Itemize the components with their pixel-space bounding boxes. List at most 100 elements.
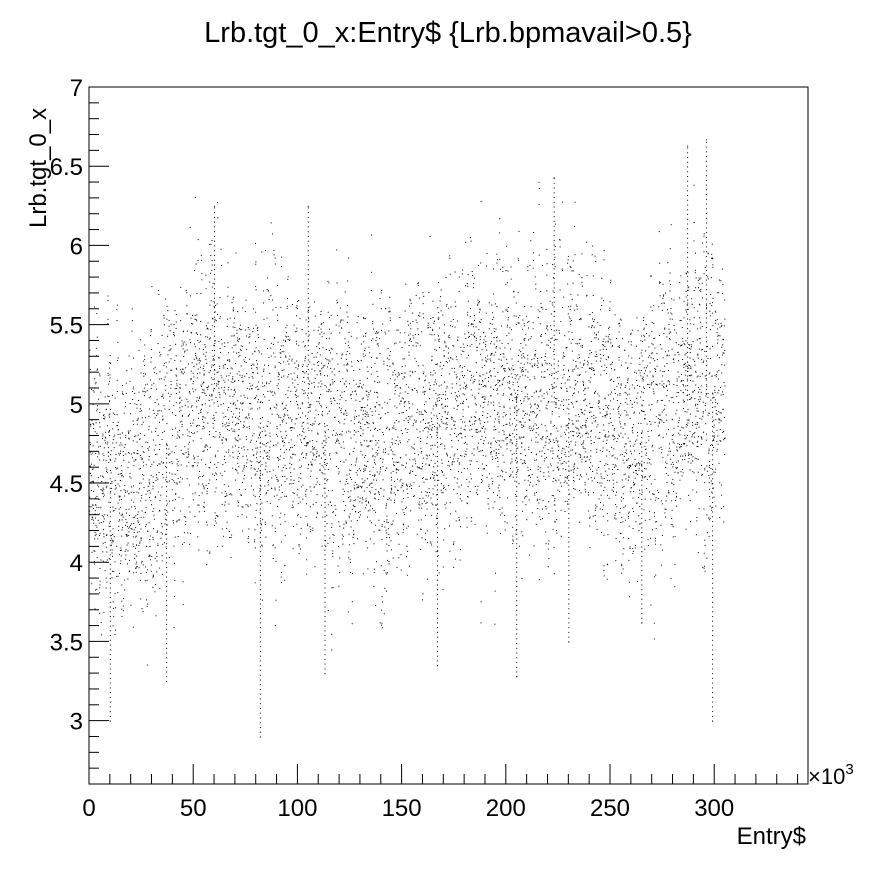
data-point: [161, 439, 163, 440]
data-point: [547, 344, 549, 346]
data-point: [167, 481, 169, 483]
data-point: [106, 469, 108, 471]
data-point: [188, 454, 190, 456]
data-point: [509, 435, 511, 437]
data-point: [509, 418, 511, 420]
data-point: [198, 413, 200, 414]
data-point: [187, 451, 189, 453]
data-point: [530, 411, 532, 413]
data-point: [413, 337, 415, 339]
data-point: [557, 466, 559, 468]
data-point: [525, 315, 527, 317]
data-point: [176, 437, 178, 439]
data-point: [203, 389, 205, 391]
data-point: [426, 578, 428, 580]
data-point: [439, 365, 441, 367]
data-point: [276, 427, 278, 429]
data-point: [467, 486, 469, 488]
data-point: [110, 454, 112, 456]
data-point: [304, 345, 306, 347]
data-point: [298, 345, 300, 347]
data-point: [92, 480, 94, 482]
data-point: [242, 455, 244, 457]
data-point: [259, 512, 261, 514]
data-point: [185, 452, 187, 454]
data-point: [133, 501, 135, 503]
data-point: [255, 509, 257, 511]
data-point: [140, 516, 142, 518]
data-point: [563, 409, 564, 410]
data-point: [350, 469, 352, 471]
data-point: [413, 419, 415, 421]
data-point: [348, 557, 350, 559]
data-point: [556, 467, 558, 469]
data-point: [122, 514, 124, 516]
data-point: [157, 343, 159, 344]
data-point: [384, 401, 386, 403]
data-point: [285, 355, 287, 357]
data-point: [440, 310, 442, 312]
data-point: [275, 407, 277, 409]
data-point: [120, 442, 122, 444]
data-point: [103, 518, 105, 520]
data-point: [152, 576, 154, 578]
data-point: [440, 444, 442, 446]
data-point: [371, 440, 373, 442]
data-point: [478, 302, 480, 304]
data-point: [221, 545, 223, 547]
data-point: [349, 544, 351, 546]
data-point: [91, 420, 93, 422]
data-point: [503, 440, 505, 442]
data-point: [530, 481, 532, 483]
data-point: [546, 263, 548, 265]
data-point: [428, 465, 430, 466]
data-point: [399, 457, 401, 459]
data-point: [125, 533, 127, 535]
data-point: [303, 428, 304, 430]
data-point: [233, 402, 235, 404]
data-point: [511, 367, 513, 369]
data-point: [388, 545, 390, 547]
data-point: [189, 543, 191, 545]
data-point: [336, 282, 338, 284]
data-point: [117, 434, 119, 435]
data-point: [347, 483, 349, 484]
data-point: [550, 420, 552, 422]
data-point: [331, 649, 333, 651]
data-point: [372, 456, 374, 458]
data-point: [555, 439, 557, 441]
data-point: [561, 452, 563, 454]
data-point: [127, 578, 129, 580]
data-point: [356, 519, 358, 521]
data-point: [479, 339, 481, 341]
data-point: [497, 393, 499, 395]
data-point: [267, 455, 269, 457]
data-point: [256, 367, 258, 368]
data-point: [318, 382, 320, 384]
data-point: [145, 566, 147, 568]
data-point: [176, 458, 178, 460]
data-point: [518, 378, 520, 380]
data-point: [102, 475, 103, 477]
data-point: [134, 553, 136, 555]
data-point: [306, 371, 307, 373]
data-point: [146, 664, 148, 666]
data-point: [213, 344, 215, 346]
data-point: [202, 368, 204, 369]
data-point: [441, 471, 443, 473]
data-point: [241, 409, 243, 411]
data-point: [211, 264, 213, 266]
data-point: [500, 446, 502, 448]
data-point: [499, 385, 501, 387]
data-point: [464, 375, 466, 377]
data-point: [344, 291, 346, 293]
data-point: [112, 555, 113, 557]
data-point: [336, 466, 337, 467]
data-point: [568, 331, 570, 333]
data-point: [559, 404, 561, 406]
data-point: [165, 298, 167, 300]
data-point: [512, 369, 514, 371]
data-point: [364, 407, 366, 408]
data-point: [258, 351, 260, 353]
data-point: [455, 395, 457, 397]
